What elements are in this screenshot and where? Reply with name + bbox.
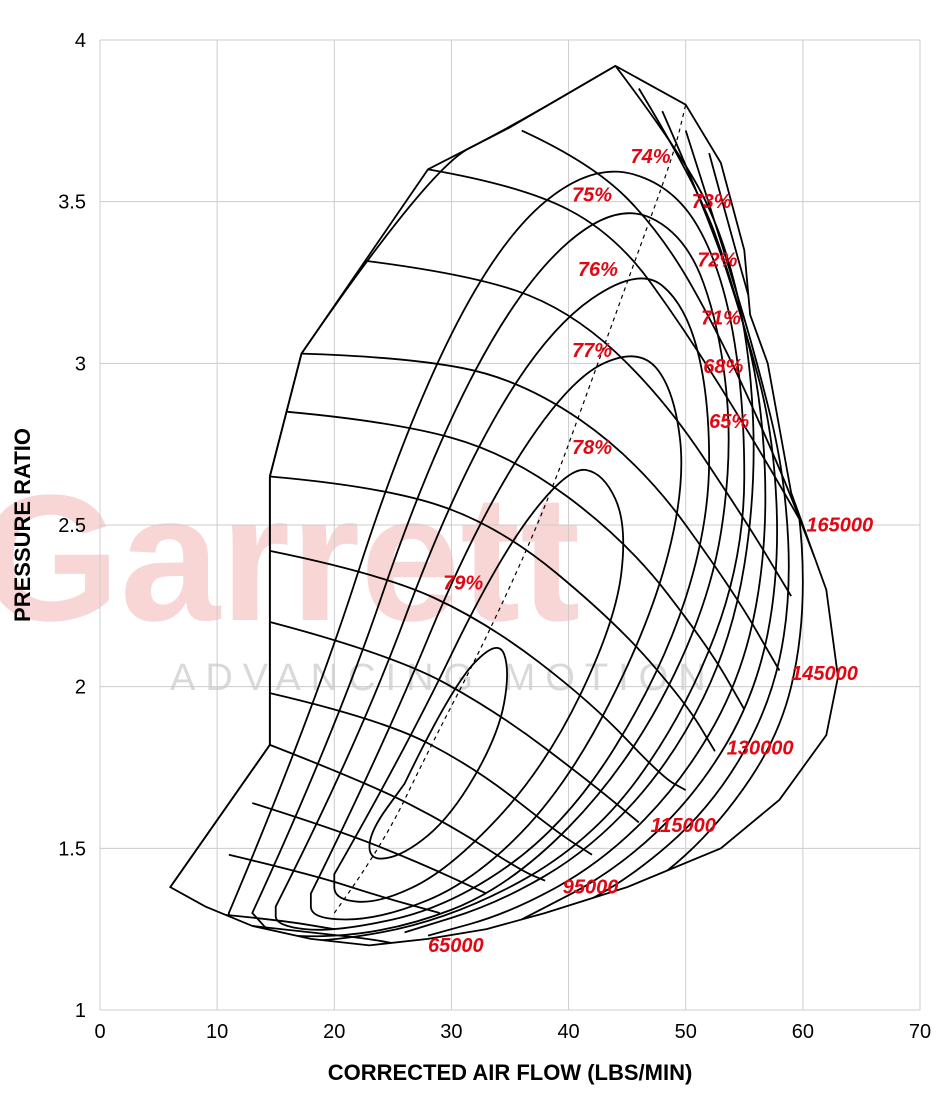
efficiency-label: 75%	[572, 185, 612, 207]
y-tick-label: 2.5	[58, 515, 86, 537]
efficiency-label: 76%	[578, 259, 618, 281]
watermark-main: Garrett	[0, 458, 580, 659]
x-tick-label: 0	[94, 1021, 105, 1043]
y-tick-label: 4	[75, 30, 86, 52]
efficiency-label: 71%	[701, 308, 741, 330]
efficiency-label: 78%	[572, 437, 612, 459]
efficiency-label: 74%	[631, 146, 671, 168]
x-tick-label: 30	[440, 1021, 462, 1043]
efficiency-label: 68%	[703, 356, 743, 378]
x-tick-label: 40	[557, 1021, 579, 1043]
efficiency-label: 65%	[709, 411, 749, 433]
y-tick-label: 3	[75, 353, 86, 375]
x-tick-label: 20	[323, 1021, 345, 1043]
x-tick-label: 10	[206, 1021, 228, 1043]
watermark-sub: ADVANCING MOTION	[170, 657, 716, 699]
x-axis-title: CORRECTED AIR FLOW (LBS/MIN)	[328, 1060, 693, 1085]
efficiency-curve	[545, 131, 789, 923]
speed-label: 115000	[651, 815, 716, 837]
efficiency-label: 79%	[443, 573, 483, 595]
speed-label: 95000	[563, 877, 619, 899]
speed-label: 130000	[727, 738, 794, 760]
efficiency-label: 73%	[692, 191, 732, 213]
y-tick-label: 3.5	[58, 192, 86, 214]
efficiency-label: 77%	[572, 340, 612, 362]
y-tick-label: 1	[75, 1000, 86, 1022]
efficiency-label: 72%	[697, 249, 737, 271]
speed-label: 145000	[791, 663, 858, 685]
x-tick-label: 70	[909, 1021, 931, 1043]
speed-label: 65000	[428, 935, 484, 957]
y-tick-label: 2	[75, 677, 86, 699]
x-tick-label: 50	[675, 1021, 697, 1043]
speed-line-minor	[270, 693, 592, 855]
speed-label: 165000	[806, 514, 873, 536]
x-tick-label: 60	[792, 1021, 814, 1043]
y-tick-label: 1.5	[58, 838, 86, 860]
y-axis-title: PRESSURE RATIO	[10, 428, 35, 622]
surge-line	[170, 745, 270, 887]
